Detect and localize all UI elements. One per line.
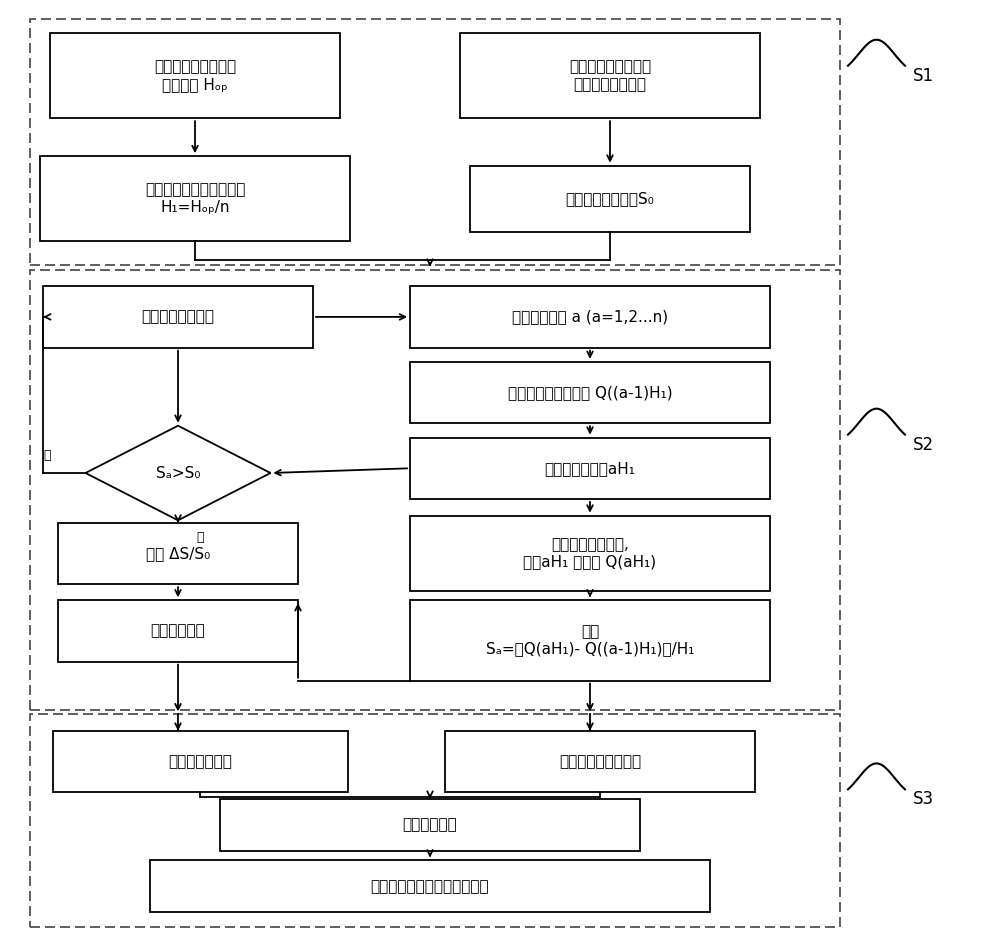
Text: 计算未蓄水状态的S₀: 计算未蓄水状态的S₀ bbox=[566, 191, 654, 206]
FancyBboxPatch shape bbox=[53, 730, 348, 793]
Text: 确定单次试验段蓄水高度
H₁=Hₒₚ/n: 确定单次试验段蓄水高度 H₁=Hₒₚ/n bbox=[145, 183, 245, 215]
FancyBboxPatch shape bbox=[40, 156, 350, 241]
FancyBboxPatch shape bbox=[410, 362, 770, 424]
Text: Sₐ>S₀: Sₐ>S₀ bbox=[156, 465, 200, 481]
Text: S1: S1 bbox=[913, 66, 934, 85]
FancyBboxPatch shape bbox=[410, 516, 770, 591]
Text: 确定运营期施工巷道
操作水位 Hₒₚ: 确定运营期施工巷道 操作水位 Hₒₚ bbox=[154, 60, 236, 92]
Text: S2: S2 bbox=[913, 435, 934, 454]
FancyBboxPatch shape bbox=[43, 287, 313, 347]
Text: 是: 是 bbox=[196, 531, 204, 544]
Text: 进下下一试验阶段: 进下下一试验阶段 bbox=[142, 309, 214, 324]
Text: 待湧水量达到平稳,
记录aH₁ 对应的 Q(aH₁): 待湧水量达到平稳, 记录aH₁ 对应的 Q(aH₁) bbox=[523, 537, 657, 569]
Text: 记录洞室的总湧水量 Q((a-1)H₁): 记录洞室的总湧水量 Q((a-1)H₁) bbox=[508, 385, 672, 400]
FancyBboxPatch shape bbox=[470, 166, 750, 232]
Text: S3: S3 bbox=[913, 790, 934, 809]
Text: 否: 否 bbox=[44, 449, 51, 463]
FancyBboxPatch shape bbox=[410, 600, 770, 681]
Text: 施工巷道注水至aH₁: 施工巷道注水至aH₁ bbox=[545, 461, 635, 476]
Text: 提出水量标准: 提出水量标准 bbox=[151, 623, 205, 639]
Text: 试验段物探工作: 试验段物探工作 bbox=[168, 754, 232, 769]
FancyBboxPatch shape bbox=[58, 523, 298, 585]
FancyBboxPatch shape bbox=[410, 287, 770, 347]
Text: 计算
Sₐ=［Q(aH₁)- Q((a-1)H₁)］/H₁: 计算 Sₐ=［Q(aH₁)- Q((a-1)H₁)］/H₁ bbox=[486, 624, 694, 657]
FancyBboxPatch shape bbox=[150, 861, 710, 912]
FancyBboxPatch shape bbox=[50, 33, 340, 118]
Text: 确定试验次数 a (a=1,2...n): 确定试验次数 a (a=1,2...n) bbox=[512, 309, 668, 324]
FancyBboxPatch shape bbox=[220, 798, 640, 851]
Polygon shape bbox=[85, 426, 270, 520]
Text: 试验段的地质素描图: 试验段的地质素描图 bbox=[559, 754, 641, 769]
Text: 注浆段的确定: 注浆段的确定 bbox=[403, 817, 457, 832]
Text: 将该试验区间的水抗出并注浆: 将该试验区间的水抗出并注浆 bbox=[371, 879, 489, 894]
FancyBboxPatch shape bbox=[58, 601, 298, 662]
FancyBboxPatch shape bbox=[410, 437, 770, 499]
Text: 施工巷道蓄水前洞罐
湧水量的收集工作: 施工巷道蓄水前洞罐 湧水量的收集工作 bbox=[569, 60, 651, 92]
FancyBboxPatch shape bbox=[460, 33, 760, 118]
Text: 计算 ΔS/S₀: 计算 ΔS/S₀ bbox=[146, 546, 210, 561]
FancyBboxPatch shape bbox=[445, 730, 755, 793]
